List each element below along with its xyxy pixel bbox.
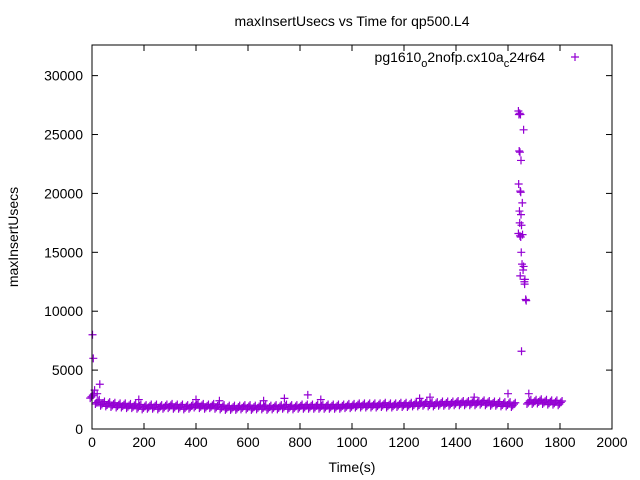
- x-tick-label: 1400: [440, 434, 471, 450]
- data-point: [303, 390, 312, 399]
- data-point: [516, 188, 525, 197]
- x-tick-label: 1000: [336, 434, 367, 450]
- data-point: [316, 395, 325, 404]
- data-point: [518, 198, 527, 207]
- data-point: [517, 248, 526, 257]
- y-axis-label: maxInsertUsecs: [5, 187, 21, 287]
- data-point: [514, 179, 523, 188]
- x-tick-label: 1200: [388, 434, 419, 450]
- data-point: [515, 207, 524, 216]
- data-point: [517, 221, 526, 230]
- data-point: [517, 347, 526, 356]
- x-tick-label: 1800: [544, 434, 575, 450]
- data-point: [522, 296, 531, 305]
- legend-label: pg1610o2nofp.cx10ac24r64: [375, 49, 546, 70]
- plot-border: [91, 44, 613, 430]
- data-point: [88, 330, 97, 339]
- x-axis-label: Time(s): [329, 459, 376, 475]
- y-tick-label: 15000: [44, 244, 83, 260]
- data-point: [518, 230, 527, 239]
- x-tick-label: 600: [236, 434, 260, 450]
- data-point: [516, 110, 525, 119]
- data-point: [517, 156, 525, 165]
- x-tick-label: 800: [288, 434, 312, 450]
- axis-ticks: 0 200 400 600 800 1000 1200 1400 1600 1800 2000050…: [44, 45, 628, 450]
- y-tick-label: 30000: [44, 68, 83, 84]
- data-point: [134, 395, 143, 404]
- data-point: [192, 395, 200, 404]
- data-point: [280, 394, 289, 403]
- x-tick-label: 0: [88, 434, 96, 450]
- chart-title: maxInsertUsecs vs Time for qp500.L4: [235, 13, 470, 29]
- data-point: [88, 391, 97, 400]
- data-point: [524, 389, 533, 398]
- data-point: [504, 389, 512, 398]
- legend: pg1610o2nofp.cx10ac24r64: [375, 49, 579, 70]
- data-point: [517, 210, 525, 219]
- data-point: [511, 398, 520, 407]
- y-tick-label: 10000: [44, 303, 83, 319]
- data-point: [93, 389, 102, 398]
- y-tick-label: 25000: [44, 127, 83, 143]
- x-tick-label: 1600: [492, 434, 523, 450]
- data-point: [558, 396, 567, 405]
- data-point: [415, 394, 424, 403]
- data-point: [515, 109, 524, 118]
- data-point: [470, 393, 479, 402]
- y-tick-label: 0: [75, 421, 83, 437]
- x-tick-label: 2000: [596, 434, 627, 450]
- data-point: [509, 400, 518, 409]
- data-point: [426, 393, 434, 402]
- data-point: [95, 380, 104, 389]
- data-point: [556, 398, 565, 407]
- data-points: [86, 106, 567, 414]
- data-point: [571, 53, 579, 61]
- data-point: [215, 396, 224, 405]
- x-tick-label: 200: [132, 434, 156, 450]
- data-point: [515, 148, 524, 157]
- y-tick-label: 5000: [52, 362, 83, 378]
- x-tick-label: 400: [184, 434, 208, 450]
- data-point: [519, 265, 528, 274]
- data-point: [516, 271, 525, 280]
- y-tick-label: 20000: [44, 185, 83, 201]
- data-point: [89, 354, 98, 363]
- data-point: [519, 125, 528, 134]
- legend-key-marker: [571, 53, 579, 61]
- data-point: [515, 147, 524, 156]
- data-point: [520, 280, 529, 289]
- data-point: [259, 396, 268, 405]
